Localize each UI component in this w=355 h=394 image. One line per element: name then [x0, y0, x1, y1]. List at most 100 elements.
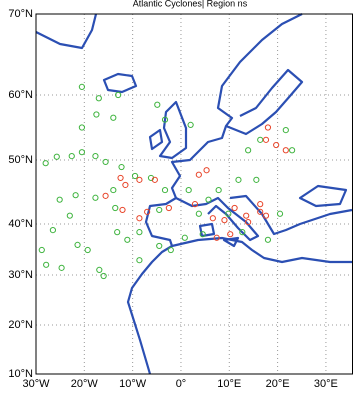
cyclone-point: [100, 272, 107, 280]
cyclone-point: [95, 95, 102, 102]
plot-frame: [35, 13, 353, 375]
cyclone-point: [288, 147, 296, 154]
cyclone-point: [187, 121, 194, 129]
cyclone-point: [78, 83, 86, 91]
cyclone-point: [273, 141, 280, 149]
coastline: [298, 184, 348, 208]
cyclone-point: [118, 163, 125, 171]
x-tick-label: 30°E: [314, 378, 338, 390]
cyclone-point: [136, 229, 143, 236]
cyclone-point: [209, 215, 216, 222]
cyclone-point: [264, 236, 272, 243]
cyclone-point: [264, 124, 272, 131]
coastlines: [35, 13, 353, 375]
y-tick-label: 30°N: [8, 269, 33, 281]
cyclone-point: [136, 257, 143, 264]
cyclone-point: [245, 147, 252, 154]
x-tick-label: 20°E: [266, 378, 290, 390]
cyclone-point: [92, 153, 99, 160]
cyclone-point: [110, 114, 117, 121]
cyclone-point: [195, 171, 202, 178]
cyclone-point: [185, 186, 192, 194]
x-tick-label: 10°E: [217, 378, 241, 390]
cyclone-point: [58, 264, 65, 271]
y-tick-label: 40°N: [8, 218, 33, 230]
cyclone-point: [102, 192, 109, 199]
cyclone-point: [117, 174, 124, 182]
x-tick-label: 30°W: [22, 378, 50, 390]
coastline: [175, 196, 260, 242]
cyclone-point: [151, 176, 158, 183]
cyclone-point: [119, 206, 126, 214]
cyclone-point: [42, 160, 49, 167]
cyclone-point: [167, 246, 174, 254]
coastline: [102, 72, 138, 94]
y-tick-label: 10°N: [8, 368, 33, 380]
cyclone-point: [49, 227, 57, 234]
cyclone-point: [68, 153, 75, 160]
cyclone-point: [78, 149, 86, 156]
coastline: [225, 68, 304, 136]
cyclone-point: [93, 111, 100, 118]
y-tick-label: 60°N: [8, 89, 33, 101]
cyclone-point: [92, 194, 99, 201]
cyclone-point: [96, 266, 103, 273]
cyclone-point: [161, 116, 169, 123]
y-tick-label: 20°N: [8, 319, 33, 331]
cyclone-point: [257, 201, 264, 208]
x-tick-label: 10°W: [119, 378, 147, 390]
cyclone-point: [78, 124, 86, 131]
chart-title: Atlantic Cyclones| Region ns: [133, 0, 248, 8]
y-tick-label: 50°N: [8, 154, 33, 166]
cyclone-point: [131, 172, 139, 180]
coastline: [222, 236, 240, 248]
coastline: [198, 222, 216, 238]
cyclone-point: [112, 204, 119, 212]
cyclone-point: [110, 186, 117, 194]
coastline: [148, 128, 164, 151]
coastline: [35, 13, 98, 50]
cyclone-point: [243, 212, 250, 219]
coastline: [171, 236, 352, 264]
cyclone-point: [161, 186, 169, 194]
coastline: [229, 194, 353, 236]
cyclone-point: [257, 208, 264, 215]
cyclone-point: [43, 261, 50, 268]
cyclone-point: [235, 176, 242, 183]
cyclone-point: [156, 206, 163, 214]
cyclone-point: [199, 231, 206, 238]
cyclone-point: [262, 212, 270, 219]
cyclone-point: [115, 91, 122, 99]
cyclone-point: [239, 229, 246, 236]
cyclone-point: [56, 196, 63, 203]
points: [38, 83, 296, 280]
cyclone-point: [66, 212, 73, 219]
cyclone-point: [195, 210, 202, 217]
cyclone-point: [203, 167, 210, 174]
cyclone-point: [114, 229, 121, 236]
x-tick-label: 0°: [176, 378, 187, 390]
cyclone-point: [225, 210, 232, 217]
coastline: [126, 13, 303, 375]
cyclone-point: [231, 204, 238, 212]
cyclone-point: [156, 242, 163, 250]
cyclone-point: [205, 196, 212, 203]
cyclone-point: [213, 234, 220, 241]
cyclone-point: [144, 208, 151, 215]
cyclone-point: [165, 204, 172, 212]
cyclone-point: [227, 231, 234, 238]
cyclone-point: [282, 127, 289, 134]
cyclone-point: [245, 218, 252, 226]
cyclone-point: [257, 136, 264, 143]
cyclone-point: [253, 176, 260, 183]
y-tick-label: 70°N: [8, 8, 33, 20]
cyclone-point: [38, 246, 45, 254]
cyclone-point: [221, 217, 228, 224]
cyclone-point: [74, 241, 81, 249]
coastline: [158, 100, 188, 160]
cyclone-point: [181, 234, 188, 241]
cyclone-point: [122, 181, 129, 189]
cyclone-point: [262, 136, 270, 143]
cyclone-point: [154, 101, 161, 108]
